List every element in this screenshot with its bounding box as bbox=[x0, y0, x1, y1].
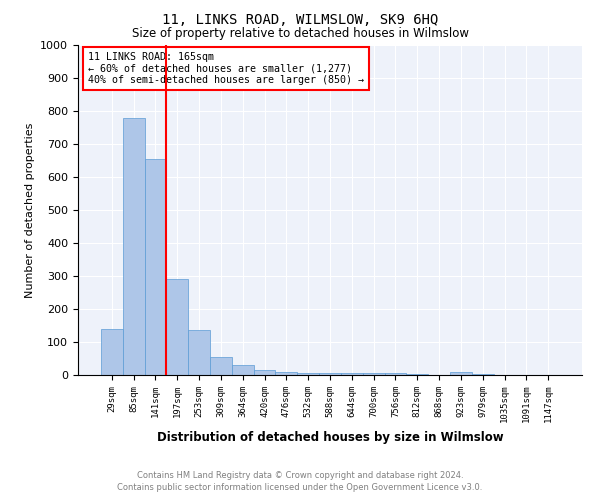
Bar bbox=[472, 374, 494, 375]
Bar bbox=[341, 374, 363, 375]
Bar bbox=[232, 365, 254, 375]
Bar bbox=[275, 372, 297, 375]
Bar bbox=[145, 159, 166, 375]
Bar bbox=[385, 372, 406, 375]
Bar bbox=[123, 118, 145, 375]
Bar bbox=[319, 372, 341, 375]
Bar bbox=[254, 370, 275, 375]
X-axis label: Distribution of detached houses by size in Wilmslow: Distribution of detached houses by size … bbox=[157, 430, 503, 444]
Bar bbox=[297, 372, 319, 375]
Bar bbox=[363, 374, 385, 375]
Bar bbox=[450, 372, 472, 375]
Bar bbox=[166, 280, 188, 375]
Text: 11, LINKS ROAD, WILMSLOW, SK9 6HQ: 11, LINKS ROAD, WILMSLOW, SK9 6HQ bbox=[162, 12, 438, 26]
Bar bbox=[188, 330, 210, 375]
Text: Size of property relative to detached houses in Wilmslow: Size of property relative to detached ho… bbox=[131, 28, 469, 40]
Bar bbox=[101, 329, 123, 375]
Text: 11 LINKS ROAD: 165sqm
← 60% of detached houses are smaller (1,277)
40% of semi-d: 11 LINKS ROAD: 165sqm ← 60% of detached … bbox=[88, 52, 364, 85]
Bar bbox=[406, 374, 428, 375]
Bar bbox=[210, 357, 232, 375]
Text: Contains HM Land Registry data © Crown copyright and database right 2024.
Contai: Contains HM Land Registry data © Crown c… bbox=[118, 471, 482, 492]
Y-axis label: Number of detached properties: Number of detached properties bbox=[25, 122, 35, 298]
